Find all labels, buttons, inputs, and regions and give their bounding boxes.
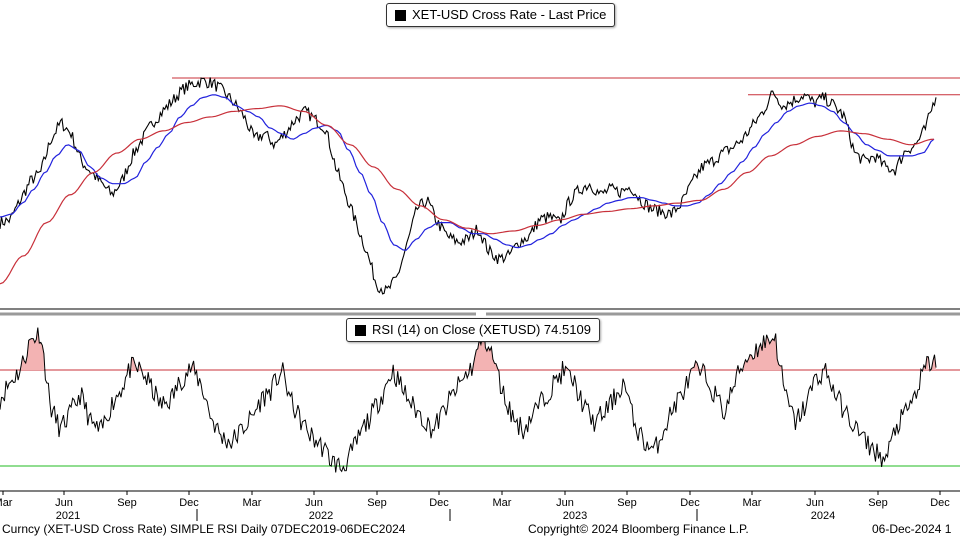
footer-date: 06-Dec-2024 1 (872, 522, 952, 536)
month-tick-label: Jun (55, 497, 73, 509)
month-tick-label: Jun (806, 497, 824, 509)
year-label: 2023 (563, 510, 587, 522)
price-panel (0, 77, 960, 316)
footer-copyright: Copyright© 2024 Bloomberg Finance L.P. (528, 522, 749, 536)
month-tick-label: Sep (617, 497, 637, 509)
rsi-overbought-area (822, 363, 826, 370)
time-axis: Mar Jun Sep Dec Mar Jun Sep Dec Mar Jun Sep Dec Mar J… (0, 490, 960, 522)
price-legend-label: XET-USD Cross Rate - Last Price (412, 7, 607, 22)
month-tick-label: Dec (680, 497, 700, 509)
rsi-line (0, 326, 937, 473)
year-label: 2024 (811, 510, 835, 522)
moving-average-short-line (0, 94, 935, 251)
month-tick-label: Mar (743, 497, 762, 509)
moving-average-long-line (0, 105, 935, 285)
month-tick-label: Sep (868, 497, 888, 509)
legend-swatch-icon (395, 9, 406, 21)
month-tick-label: Jun (305, 497, 323, 509)
month-tick-label: Mar (493, 497, 512, 509)
month-tick-label: Dec (930, 497, 950, 509)
year-label: 2021 (56, 510, 80, 522)
price-line (0, 77, 937, 295)
month-tick-label: Sep (367, 497, 387, 509)
month-tick-label: Dec (179, 497, 199, 509)
month-tick-label: Jun (556, 497, 574, 509)
rsi-overbought-area (21, 327, 44, 370)
month-tick-label: Dec (429, 497, 449, 509)
panel-divider-handle (476, 312, 486, 316)
year-label: 2022 (309, 510, 333, 522)
month-tick-label: Mar (243, 497, 262, 509)
rsi-overbought-area (744, 333, 782, 370)
rsi-panel (0, 326, 960, 473)
rsi-overbought-area (131, 357, 137, 370)
month-tick-label: Mar (0, 497, 13, 509)
footer-description: Curncy (XET-USD Cross Rate) SIMPLE RSI D… (2, 522, 406, 536)
price-legend: XET-USD Cross Rate - Last Price (386, 3, 616, 27)
legend-swatch-icon (355, 324, 366, 336)
rsi-legend-label: RSI (14) on Close (XETUSD) 74.5109 (372, 322, 591, 337)
month-tick-label: Sep (117, 497, 137, 509)
rsi-legend: RSI (14) on Close (XETUSD) 74.5109 (346, 318, 600, 342)
